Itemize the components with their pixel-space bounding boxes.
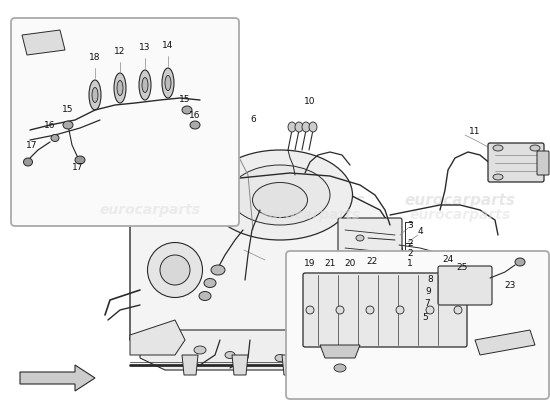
Text: 9: 9 — [425, 288, 431, 296]
Polygon shape — [320, 345, 360, 358]
Ellipse shape — [190, 121, 200, 129]
Text: 15: 15 — [62, 106, 74, 114]
Ellipse shape — [288, 122, 296, 132]
Ellipse shape — [275, 354, 285, 362]
Ellipse shape — [165, 76, 171, 90]
Ellipse shape — [51, 134, 59, 142]
Text: 14: 14 — [162, 40, 174, 50]
FancyBboxPatch shape — [488, 143, 544, 182]
Polygon shape — [130, 320, 185, 355]
Ellipse shape — [336, 306, 344, 314]
Ellipse shape — [309, 122, 317, 132]
Ellipse shape — [225, 352, 235, 358]
Text: eurocarparts: eurocarparts — [64, 192, 175, 208]
Polygon shape — [20, 365, 95, 391]
Ellipse shape — [204, 278, 216, 288]
Text: 24: 24 — [442, 256, 454, 264]
Ellipse shape — [117, 80, 123, 96]
Text: 15: 15 — [179, 96, 191, 104]
Ellipse shape — [194, 346, 206, 354]
Ellipse shape — [530, 145, 540, 151]
Text: 5: 5 — [422, 314, 428, 322]
FancyBboxPatch shape — [303, 273, 467, 347]
Ellipse shape — [252, 182, 307, 218]
Ellipse shape — [426, 306, 434, 314]
Text: 20: 20 — [344, 258, 356, 268]
Text: eurocarparts: eurocarparts — [260, 208, 361, 222]
Ellipse shape — [142, 78, 148, 92]
Ellipse shape — [89, 80, 101, 110]
Text: 23: 23 — [504, 280, 516, 290]
Text: eurocarparts: eurocarparts — [100, 203, 201, 217]
Text: 21: 21 — [324, 258, 336, 268]
Ellipse shape — [139, 70, 151, 100]
Ellipse shape — [230, 165, 330, 225]
Polygon shape — [130, 178, 410, 355]
Ellipse shape — [63, 121, 73, 129]
FancyBboxPatch shape — [286, 251, 549, 399]
Text: 8: 8 — [427, 276, 433, 284]
Ellipse shape — [162, 68, 174, 98]
Ellipse shape — [211, 265, 225, 275]
Ellipse shape — [302, 122, 310, 132]
Text: 16: 16 — [189, 112, 201, 120]
Text: 6: 6 — [250, 116, 256, 124]
Text: 1: 1 — [407, 258, 413, 268]
Ellipse shape — [334, 364, 346, 372]
Ellipse shape — [515, 258, 525, 266]
Ellipse shape — [75, 156, 85, 164]
Text: 4: 4 — [417, 228, 423, 236]
Text: 25: 25 — [456, 264, 468, 272]
Text: 2: 2 — [407, 248, 413, 258]
Text: 3: 3 — [407, 220, 413, 230]
Ellipse shape — [493, 174, 503, 180]
Polygon shape — [232, 355, 248, 375]
Text: 22: 22 — [366, 258, 378, 266]
Ellipse shape — [147, 242, 202, 298]
Text: 19: 19 — [304, 258, 316, 268]
Ellipse shape — [199, 292, 211, 300]
FancyBboxPatch shape — [11, 18, 239, 226]
Ellipse shape — [160, 255, 190, 285]
FancyBboxPatch shape — [438, 266, 492, 305]
Ellipse shape — [92, 88, 98, 102]
Text: 11: 11 — [469, 128, 481, 136]
Text: 12: 12 — [114, 46, 126, 56]
Polygon shape — [332, 355, 348, 375]
FancyBboxPatch shape — [338, 218, 402, 312]
Polygon shape — [282, 355, 298, 375]
Text: 13: 13 — [139, 42, 151, 52]
Ellipse shape — [366, 306, 374, 314]
Ellipse shape — [24, 158, 32, 166]
Text: eurocarparts: eurocarparts — [409, 208, 510, 222]
Ellipse shape — [207, 150, 353, 240]
FancyBboxPatch shape — [537, 151, 549, 175]
Text: 2: 2 — [407, 238, 413, 248]
Text: 17: 17 — [72, 164, 84, 172]
Ellipse shape — [182, 106, 192, 114]
Text: 10: 10 — [304, 98, 316, 106]
Text: eurocarparts: eurocarparts — [404, 192, 515, 208]
Polygon shape — [140, 330, 395, 370]
Polygon shape — [22, 30, 65, 55]
Text: 17: 17 — [26, 140, 38, 150]
Text: 18: 18 — [89, 52, 101, 62]
Ellipse shape — [356, 271, 364, 277]
Ellipse shape — [356, 289, 364, 295]
Ellipse shape — [396, 306, 404, 314]
Ellipse shape — [310, 352, 320, 358]
Polygon shape — [182, 355, 198, 375]
Ellipse shape — [295, 122, 303, 132]
Ellipse shape — [493, 145, 503, 151]
Polygon shape — [475, 330, 535, 355]
Text: eurocarparts: eurocarparts — [255, 192, 366, 208]
Text: 16: 16 — [44, 120, 56, 130]
Ellipse shape — [356, 253, 364, 259]
Ellipse shape — [356, 235, 364, 241]
Ellipse shape — [306, 306, 314, 314]
Text: 7: 7 — [424, 300, 430, 308]
Ellipse shape — [114, 73, 126, 103]
Ellipse shape — [454, 306, 462, 314]
